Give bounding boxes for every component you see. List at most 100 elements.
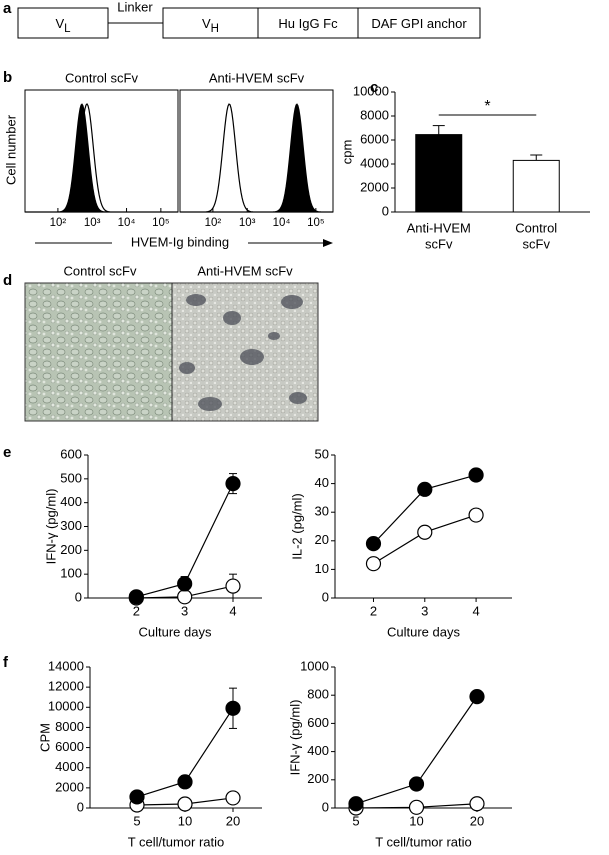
x-axis-label: T cell/tumor ratio bbox=[375, 834, 472, 849]
y-axis-label: cpm bbox=[339, 140, 354, 165]
y-tick-label: 300 bbox=[60, 518, 82, 533]
y-tick-label: 10000 bbox=[353, 83, 389, 98]
y-tick-label: 2000 bbox=[360, 179, 389, 194]
data-point bbox=[365, 556, 382, 572]
histogram-title: Control scFv bbox=[65, 70, 138, 85]
x-tick-label: 4 bbox=[472, 603, 479, 618]
x-tick-label: 10² bbox=[50, 217, 67, 229]
y-tick-label: 0 bbox=[322, 799, 329, 814]
data-point bbox=[225, 476, 241, 492]
y-axis-label: CPM bbox=[37, 723, 52, 752]
construct-box bbox=[357, 7, 481, 39]
bar bbox=[512, 159, 560, 213]
panel-label: e bbox=[3, 444, 11, 461]
data-point bbox=[417, 524, 433, 540]
y-axis-label: IFN-γ (pg/ml) bbox=[287, 700, 302, 776]
x-tick-label: Control bbox=[515, 220, 557, 235]
data-point bbox=[365, 536, 382, 552]
data-point bbox=[177, 576, 193, 592]
data-point bbox=[129, 789, 145, 805]
y-tick-label: 600 bbox=[60, 446, 82, 461]
y-tick-label: 4000 bbox=[55, 759, 84, 774]
x-tick-label: 20 bbox=[226, 813, 240, 828]
data-point bbox=[468, 467, 484, 483]
x-tick-label: 10⁴ bbox=[118, 217, 136, 229]
x-axis-label: Culture days bbox=[139, 624, 212, 639]
x-tick-label: 20 bbox=[470, 813, 484, 828]
panel-label: f bbox=[3, 654, 9, 671]
data-point bbox=[225, 700, 241, 716]
y-tick-label: 40 bbox=[315, 475, 329, 490]
data-point bbox=[177, 774, 193, 790]
histogram-open bbox=[25, 103, 178, 213]
y-tick-label: 400 bbox=[60, 494, 82, 509]
x-tick-label: scFv bbox=[523, 236, 551, 251]
y-axis-label: IL-2 (pg/ml) bbox=[289, 493, 304, 559]
x-tick-label: 10 bbox=[409, 813, 423, 828]
construct-label: DAF GPI anchor bbox=[371, 16, 467, 31]
construct-box bbox=[162, 7, 259, 39]
y-tick-label: 2000 bbox=[55, 779, 84, 794]
y-tick-label: 30 bbox=[315, 504, 329, 519]
x-tick-label: Anti-HVEM bbox=[407, 220, 471, 235]
data-point bbox=[469, 796, 485, 812]
data-point bbox=[177, 796, 193, 812]
x-tick-label: 5 bbox=[352, 813, 359, 828]
y-tick-label: 500 bbox=[60, 470, 82, 485]
y-axis-label: IFN-γ (pg/ml) bbox=[43, 489, 58, 565]
x-tick-label: 3 bbox=[181, 603, 188, 618]
histogram-open bbox=[180, 103, 333, 213]
y-tick-label: 10000 bbox=[48, 699, 84, 714]
data-point bbox=[468, 507, 484, 523]
micrograph-images bbox=[24, 282, 319, 422]
y-tick-label: 600 bbox=[307, 715, 329, 730]
data-point bbox=[348, 796, 364, 812]
micrograph bbox=[24, 282, 173, 422]
histogram-frame bbox=[179, 89, 334, 213]
panel-label: c bbox=[370, 79, 378, 96]
histogram-title: Anti-HVEM scFv bbox=[209, 70, 305, 85]
y-tick-label: 100 bbox=[60, 566, 82, 581]
construct-subscript: H bbox=[211, 23, 219, 35]
x-tick-label: 2 bbox=[133, 603, 140, 618]
x-tick-label: 10³ bbox=[84, 217, 101, 229]
panel-label: d bbox=[3, 272, 12, 289]
linker-label: Linker bbox=[117, 0, 153, 14]
histogram-frame bbox=[24, 89, 179, 213]
construct-label: Hu IgG Fc bbox=[278, 16, 338, 31]
y-tick-label: 0 bbox=[77, 799, 84, 814]
y-tick-label: 400 bbox=[307, 743, 329, 758]
data-point bbox=[417, 481, 433, 497]
x-tick-label: 4 bbox=[229, 603, 236, 618]
bar bbox=[415, 134, 463, 213]
construct-label: VH bbox=[202, 16, 219, 35]
construct-subscript: L bbox=[64, 23, 71, 35]
x-tick-label: scFv bbox=[425, 236, 453, 251]
y-tick-label: 0 bbox=[382, 203, 389, 218]
x-tick-label: 10² bbox=[205, 217, 222, 229]
construct-text: V bbox=[202, 16, 211, 31]
y-tick-label: 8000 bbox=[55, 719, 84, 734]
y-tick-label: 8000 bbox=[360, 107, 389, 122]
construct-text: V bbox=[55, 16, 64, 31]
data-point bbox=[177, 589, 193, 605]
x-tick-label: 5 bbox=[133, 813, 140, 828]
y-tick-label: 10 bbox=[315, 561, 329, 576]
data-point bbox=[225, 578, 241, 594]
data-point bbox=[408, 799, 425, 815]
cell-clusters bbox=[179, 294, 307, 411]
y-tick-label: 12000 bbox=[48, 679, 84, 694]
construct-box bbox=[17, 7, 109, 39]
x-tick-label: 10 bbox=[178, 813, 192, 828]
y-tick-label: 800 bbox=[307, 687, 329, 702]
data-point bbox=[469, 689, 485, 705]
data-point bbox=[408, 776, 425, 792]
y-tick-label: 14000 bbox=[48, 658, 84, 673]
panel-label: b bbox=[3, 69, 12, 86]
axis-arrow-head bbox=[323, 239, 333, 247]
micrograph-title: Control scFv bbox=[64, 263, 137, 278]
construct-text: Hu IgG Fc bbox=[278, 16, 338, 31]
data-point bbox=[128, 589, 144, 605]
data-point bbox=[225, 790, 241, 806]
y-axis-label: Cell number bbox=[3, 114, 18, 185]
